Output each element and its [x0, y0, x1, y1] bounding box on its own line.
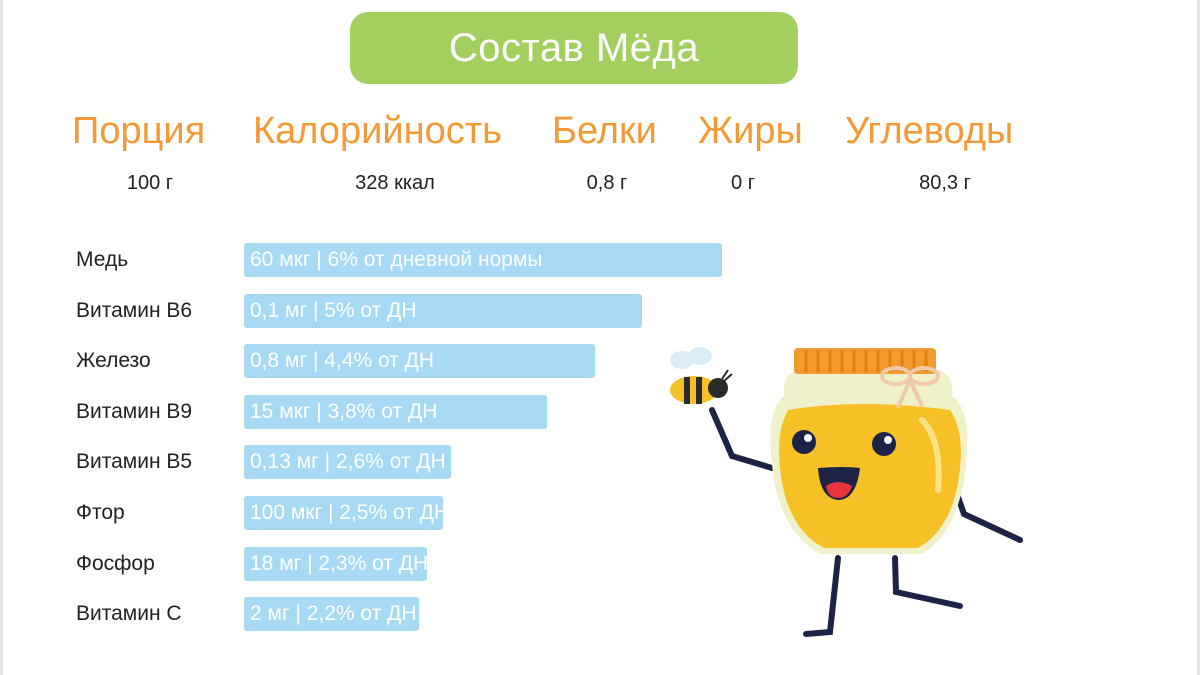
calories-heading: Калорийность — [253, 110, 502, 152]
nutrient-bar — [244, 243, 722, 277]
jar-shine — [919, 417, 942, 493]
bar-data-label: 100 мкг | 2,5% от ДН — [250, 501, 450, 524]
page-title: Состав Мёда — [448, 25, 700, 70]
carbs-heading: Углеводы — [845, 110, 1014, 152]
bee-icon — [670, 347, 733, 404]
right-border — [1197, 0, 1200, 675]
nutrient-bar — [244, 394, 547, 429]
honey-fill — [779, 404, 961, 548]
protein-value: 0,8 г — [586, 172, 628, 194]
bar-data-label: 0,1 мг | 5% от ДН — [250, 298, 417, 322]
nutrient-label: Железо — [76, 349, 151, 373]
honey-jar-mascot-icon — [670, 347, 1023, 637]
nutrient-label: Фтор — [76, 501, 125, 524]
protein-heading: Белки — [552, 110, 657, 152]
nutrient-label: Витамин C — [76, 602, 182, 626]
nutrient-label: Витамин B6 — [76, 298, 193, 322]
fat-heading: Жиры — [698, 110, 803, 152]
fat-value: 0 г — [731, 172, 755, 194]
nutrient-label: Витамин B5 — [76, 450, 193, 474]
right-eye — [872, 432, 896, 456]
bow — [880, 366, 940, 409]
carbs-value: 80,3 г — [919, 172, 971, 194]
left-leg — [803, 555, 841, 637]
nutrient-bar — [244, 344, 595, 379]
title-banner: Состав Мёда — [350, 12, 798, 84]
nutrient-bar — [244, 445, 452, 480]
nutrient-label: Витамин B9 — [76, 399, 193, 423]
bar-data-label: 15 мкг | 3,8% от ДН — [250, 399, 438, 423]
bar-data-label: 0,13 мг | 2,6% от ДН — [250, 450, 446, 474]
nutrient-bar — [244, 496, 444, 530]
calories-value: 328 ккал — [355, 172, 435, 194]
portion-heading: Порция — [72, 110, 206, 152]
nutrient-label: Медь — [76, 248, 129, 271]
bar-data-label: 60 мкг | 6% от дневной нормы — [250, 248, 543, 271]
bar-data-label: 0,8 мг | 4,4% от ДН — [250, 349, 435, 373]
left-eye — [792, 430, 816, 454]
bar-data-label: 18 мг | 2,3% от ДН — [250, 551, 429, 575]
nutrient-bar — [244, 293, 643, 328]
left-arm — [709, 407, 775, 471]
portion-value: 100 г — [126, 172, 174, 194]
left-border — [0, 0, 3, 675]
bar-data-label: 2 мг | 2,2% от ДН — [250, 602, 417, 626]
tongue — [826, 482, 852, 498]
right-leg — [892, 555, 963, 609]
nutrient-bar — [244, 546, 428, 581]
nutrient-bar — [244, 597, 420, 632]
nutrient-label: Фосфор — [76, 551, 155, 575]
